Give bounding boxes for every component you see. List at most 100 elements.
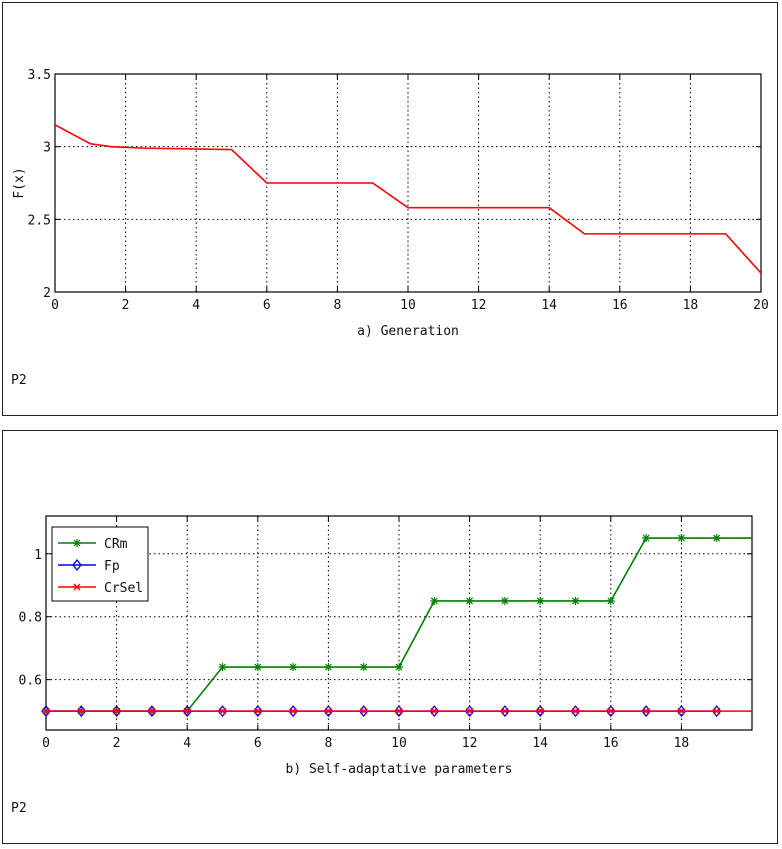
data-point-crm: [571, 596, 580, 605]
data-point-crm: [606, 596, 615, 605]
x-tick-label: 14: [541, 298, 557, 313]
x-tick-label: 12: [471, 298, 487, 313]
x-tick-label: 6: [254, 736, 262, 751]
data-point-fp: [676, 705, 687, 718]
x-tick-label: 0: [51, 298, 59, 313]
data-point-crsel: [466, 707, 474, 715]
x-tick-label: 8: [333, 298, 341, 313]
data-point-crsel: [713, 707, 721, 715]
data-point-fp: [605, 705, 616, 718]
x-tick-label: 6: [263, 298, 271, 313]
x-axis-label: b) Self-adaptative parameters: [286, 762, 513, 777]
legend-label-crsel: CrSel: [104, 581, 143, 596]
data-point-fp: [111, 705, 122, 718]
y-tick-label: 3: [43, 141, 51, 156]
data-point-crsel: [219, 707, 226, 715]
data-point-crm: [324, 663, 333, 672]
data-point-crsel: [289, 707, 297, 715]
data-point-crm: [712, 534, 721, 543]
series-line-f(x): [55, 124, 761, 274]
legend-marker-fp: [72, 558, 82, 572]
legend-label-fp: Fp: [104, 559, 120, 574]
x-tick-label: 16: [603, 736, 619, 751]
x-tick-label: 2: [113, 736, 121, 751]
y-axis-label: F(x): [12, 167, 27, 198]
data-point-fp: [358, 705, 369, 718]
x-tick-label: 10: [400, 298, 416, 313]
data-point-crm: [359, 663, 368, 672]
y-tick-label: 2: [43, 286, 51, 301]
data-point-crm: [465, 596, 474, 605]
legend-label-crm: CRm: [104, 537, 128, 552]
chart-panel-parameters: 0 2 4 6 8 10 12 14 16 18 0.6 0.8 1 b) Self-adaptative…: [2, 430, 778, 844]
x-tick-label: 2: [122, 298, 130, 313]
x-tick-label: 16: [612, 298, 628, 313]
data-point-fp: [641, 705, 651, 718]
y-tick-label: 0.6: [19, 674, 42, 689]
data-point-crm: [395, 663, 403, 672]
y-tick-label: 3.5: [28, 68, 51, 83]
data-point-crm: [430, 596, 439, 605]
data-point-crsel: [536, 707, 544, 715]
data-point-fp: [41, 705, 51, 718]
panel-label: P2: [11, 373, 27, 388]
legend-marker-crsel: [73, 583, 81, 591]
chart-panel-generation: 0 2 4 6 8 10 12 14 16 18 20 2 2.5 3 3.5 a) Generation F(…: [2, 2, 778, 416]
x-tick-label: 18: [674, 736, 690, 751]
data-point-crsel: [254, 707, 262, 715]
data-point-crsel: [183, 707, 191, 715]
x-tick-label: 12: [462, 736, 478, 751]
data-point-fp: [429, 705, 440, 718]
x-axis-label: a) Generation: [357, 324, 459, 339]
data-point-crm: [642, 534, 651, 543]
y-tick-label: 1: [34, 548, 42, 563]
data-point-fp: [535, 705, 546, 718]
data-point-fp: [464, 705, 475, 718]
data-point-fp: [182, 705, 193, 718]
data-point-crsel: [42, 707, 50, 715]
data-point-crsel: [572, 707, 579, 715]
data-point-crsel: [642, 707, 650, 715]
y-tick-label: 0.8: [19, 611, 42, 626]
data-point-fp: [711, 705, 722, 718]
data-point-crsel: [324, 707, 332, 715]
data-point-fp: [147, 705, 157, 718]
data-point-crm: [677, 534, 686, 543]
data-point-crsel: [360, 707, 368, 715]
data-point-crsel: [501, 707, 509, 715]
data-point-crsel: [430, 707, 438, 715]
data-point-crm: [218, 663, 227, 672]
data-point-fp: [500, 705, 510, 718]
x-tick-label: 4: [192, 298, 200, 313]
parameters-chart: 0 2 4 6 8 10 12 14 16 18 0.6 0.8 1 b) Self-adaptative…: [19, 515, 753, 777]
x-tick-label: 20: [753, 298, 769, 313]
data-point-fp: [570, 705, 581, 718]
data-point-fp: [394, 705, 404, 718]
data-point-crsel: [607, 707, 615, 715]
data-point-crm: [536, 596, 545, 605]
x-tick-label: 4: [183, 736, 191, 751]
data-point-crsel: [77, 707, 85, 715]
legend-marker-crm: [73, 539, 81, 547]
data-point-crsel: [395, 707, 403, 715]
data-point-crsel: [148, 707, 156, 715]
x-tick-label: 14: [532, 736, 548, 751]
data-point-crsel: [113, 707, 121, 715]
x-tick-label: 10: [391, 736, 407, 751]
y-tick-label: 2.5: [28, 213, 51, 228]
data-point-crm: [500, 596, 509, 605]
data-point-fp: [288, 705, 298, 718]
data-point-crm: [289, 663, 298, 672]
legend-box: [51, 526, 149, 602]
data-point-fp: [76, 705, 87, 718]
data-point-fp: [217, 705, 228, 718]
data-point-crsel: [677, 707, 685, 715]
x-tick-label: 18: [683, 298, 699, 313]
x-tick-label: 8: [324, 736, 332, 751]
data-point-fp: [323, 705, 334, 718]
data-point-fp: [252, 705, 263, 718]
panel-label: P2: [11, 801, 27, 816]
x-tick-label: 0: [42, 736, 50, 751]
data-point-crm: [253, 663, 262, 672]
